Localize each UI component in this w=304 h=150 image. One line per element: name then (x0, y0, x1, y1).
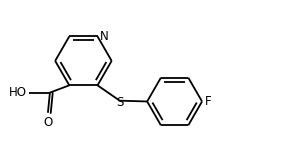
Text: S: S (116, 96, 123, 109)
Text: N: N (100, 30, 109, 43)
Text: O: O (43, 116, 53, 129)
Text: HO: HO (9, 86, 27, 99)
Text: F: F (205, 95, 211, 108)
